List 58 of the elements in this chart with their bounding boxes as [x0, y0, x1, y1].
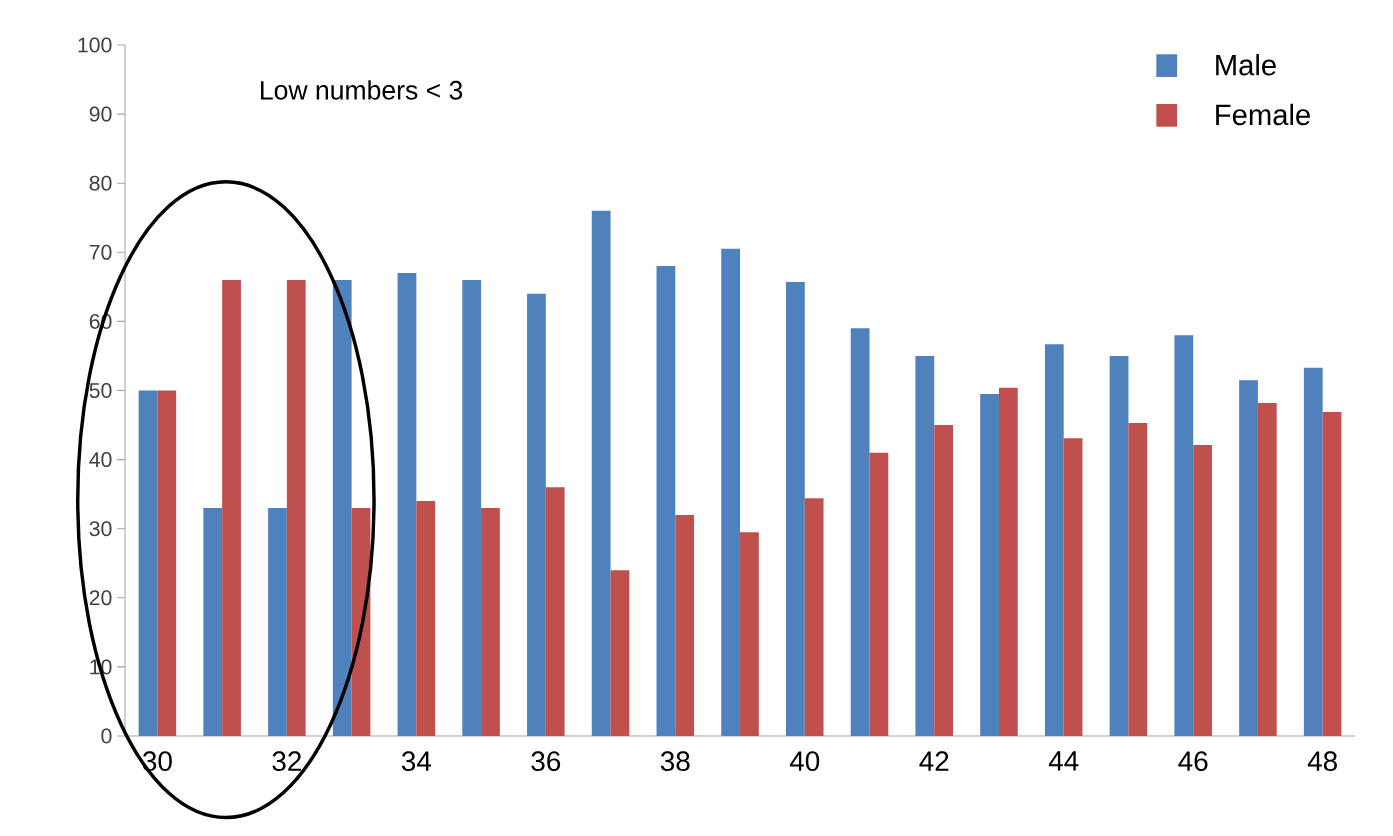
x-tick-label: 36 [531, 751, 561, 772]
x-tick-label: 46 [1178, 751, 1208, 772]
y-tick-label: 0 [101, 728, 112, 744]
x-tick-label: 32 [272, 751, 301, 772]
bar [1044, 344, 1064, 736]
bar [1063, 438, 1083, 736]
y-tick-label: 90 [89, 106, 112, 122]
bar [1109, 355, 1129, 736]
bar [591, 210, 611, 736]
bar [268, 507, 287, 736]
bar [656, 266, 676, 736]
annotation: Low numbers < 3 [261, 80, 463, 100]
bar [610, 570, 630, 736]
bar [675, 514, 695, 736]
x-tick-label: 42 [919, 751, 949, 771]
bar [1322, 411, 1342, 736]
bar [416, 501, 436, 736]
bar [785, 282, 805, 736]
y-tick-label: 50 [89, 382, 112, 399]
bar [980, 393, 999, 736]
bar [1239, 380, 1258, 736]
bar [740, 532, 759, 736]
bar [1303, 367, 1323, 736]
bar [222, 279, 241, 736]
bar [1257, 402, 1277, 736]
bar [934, 425, 954, 736]
bar [915, 355, 935, 736]
bar [1193, 445, 1212, 736]
x-tick-label: 34 [401, 751, 432, 772]
bar [481, 507, 500, 736]
bar [157, 390, 177, 736]
y-tick-label: 20 [89, 590, 112, 606]
bar [203, 507, 223, 736]
bar [1174, 335, 1194, 736]
x-tick-label: 44 [1048, 751, 1079, 771]
y-tick-label: 100 [78, 37, 112, 53]
bar [869, 452, 889, 736]
x-tick-label: 38 [660, 751, 690, 772]
y-tick-label: 80 [89, 175, 112, 191]
legend-label: Male [1216, 54, 1276, 76]
bar [850, 328, 870, 736]
x-tick-label: 40 [789, 751, 820, 772]
bar [527, 293, 546, 736]
x-tick-label: 48 [1307, 751, 1337, 772]
bar [462, 279, 482, 736]
bar [138, 390, 158, 736]
bar [721, 248, 741, 736]
legend-label: Female [1216, 103, 1310, 126]
bar [998, 387, 1018, 736]
y-tick-label: 40 [89, 452, 112, 468]
bar [1128, 422, 1148, 736]
y-tick-label: 70 [89, 244, 112, 260]
bar [286, 279, 306, 736]
bar [397, 273, 417, 736]
bar [332, 279, 352, 736]
y-tick-label: 30 [89, 521, 112, 537]
bar [545, 487, 565, 736]
bar [804, 498, 824, 736]
